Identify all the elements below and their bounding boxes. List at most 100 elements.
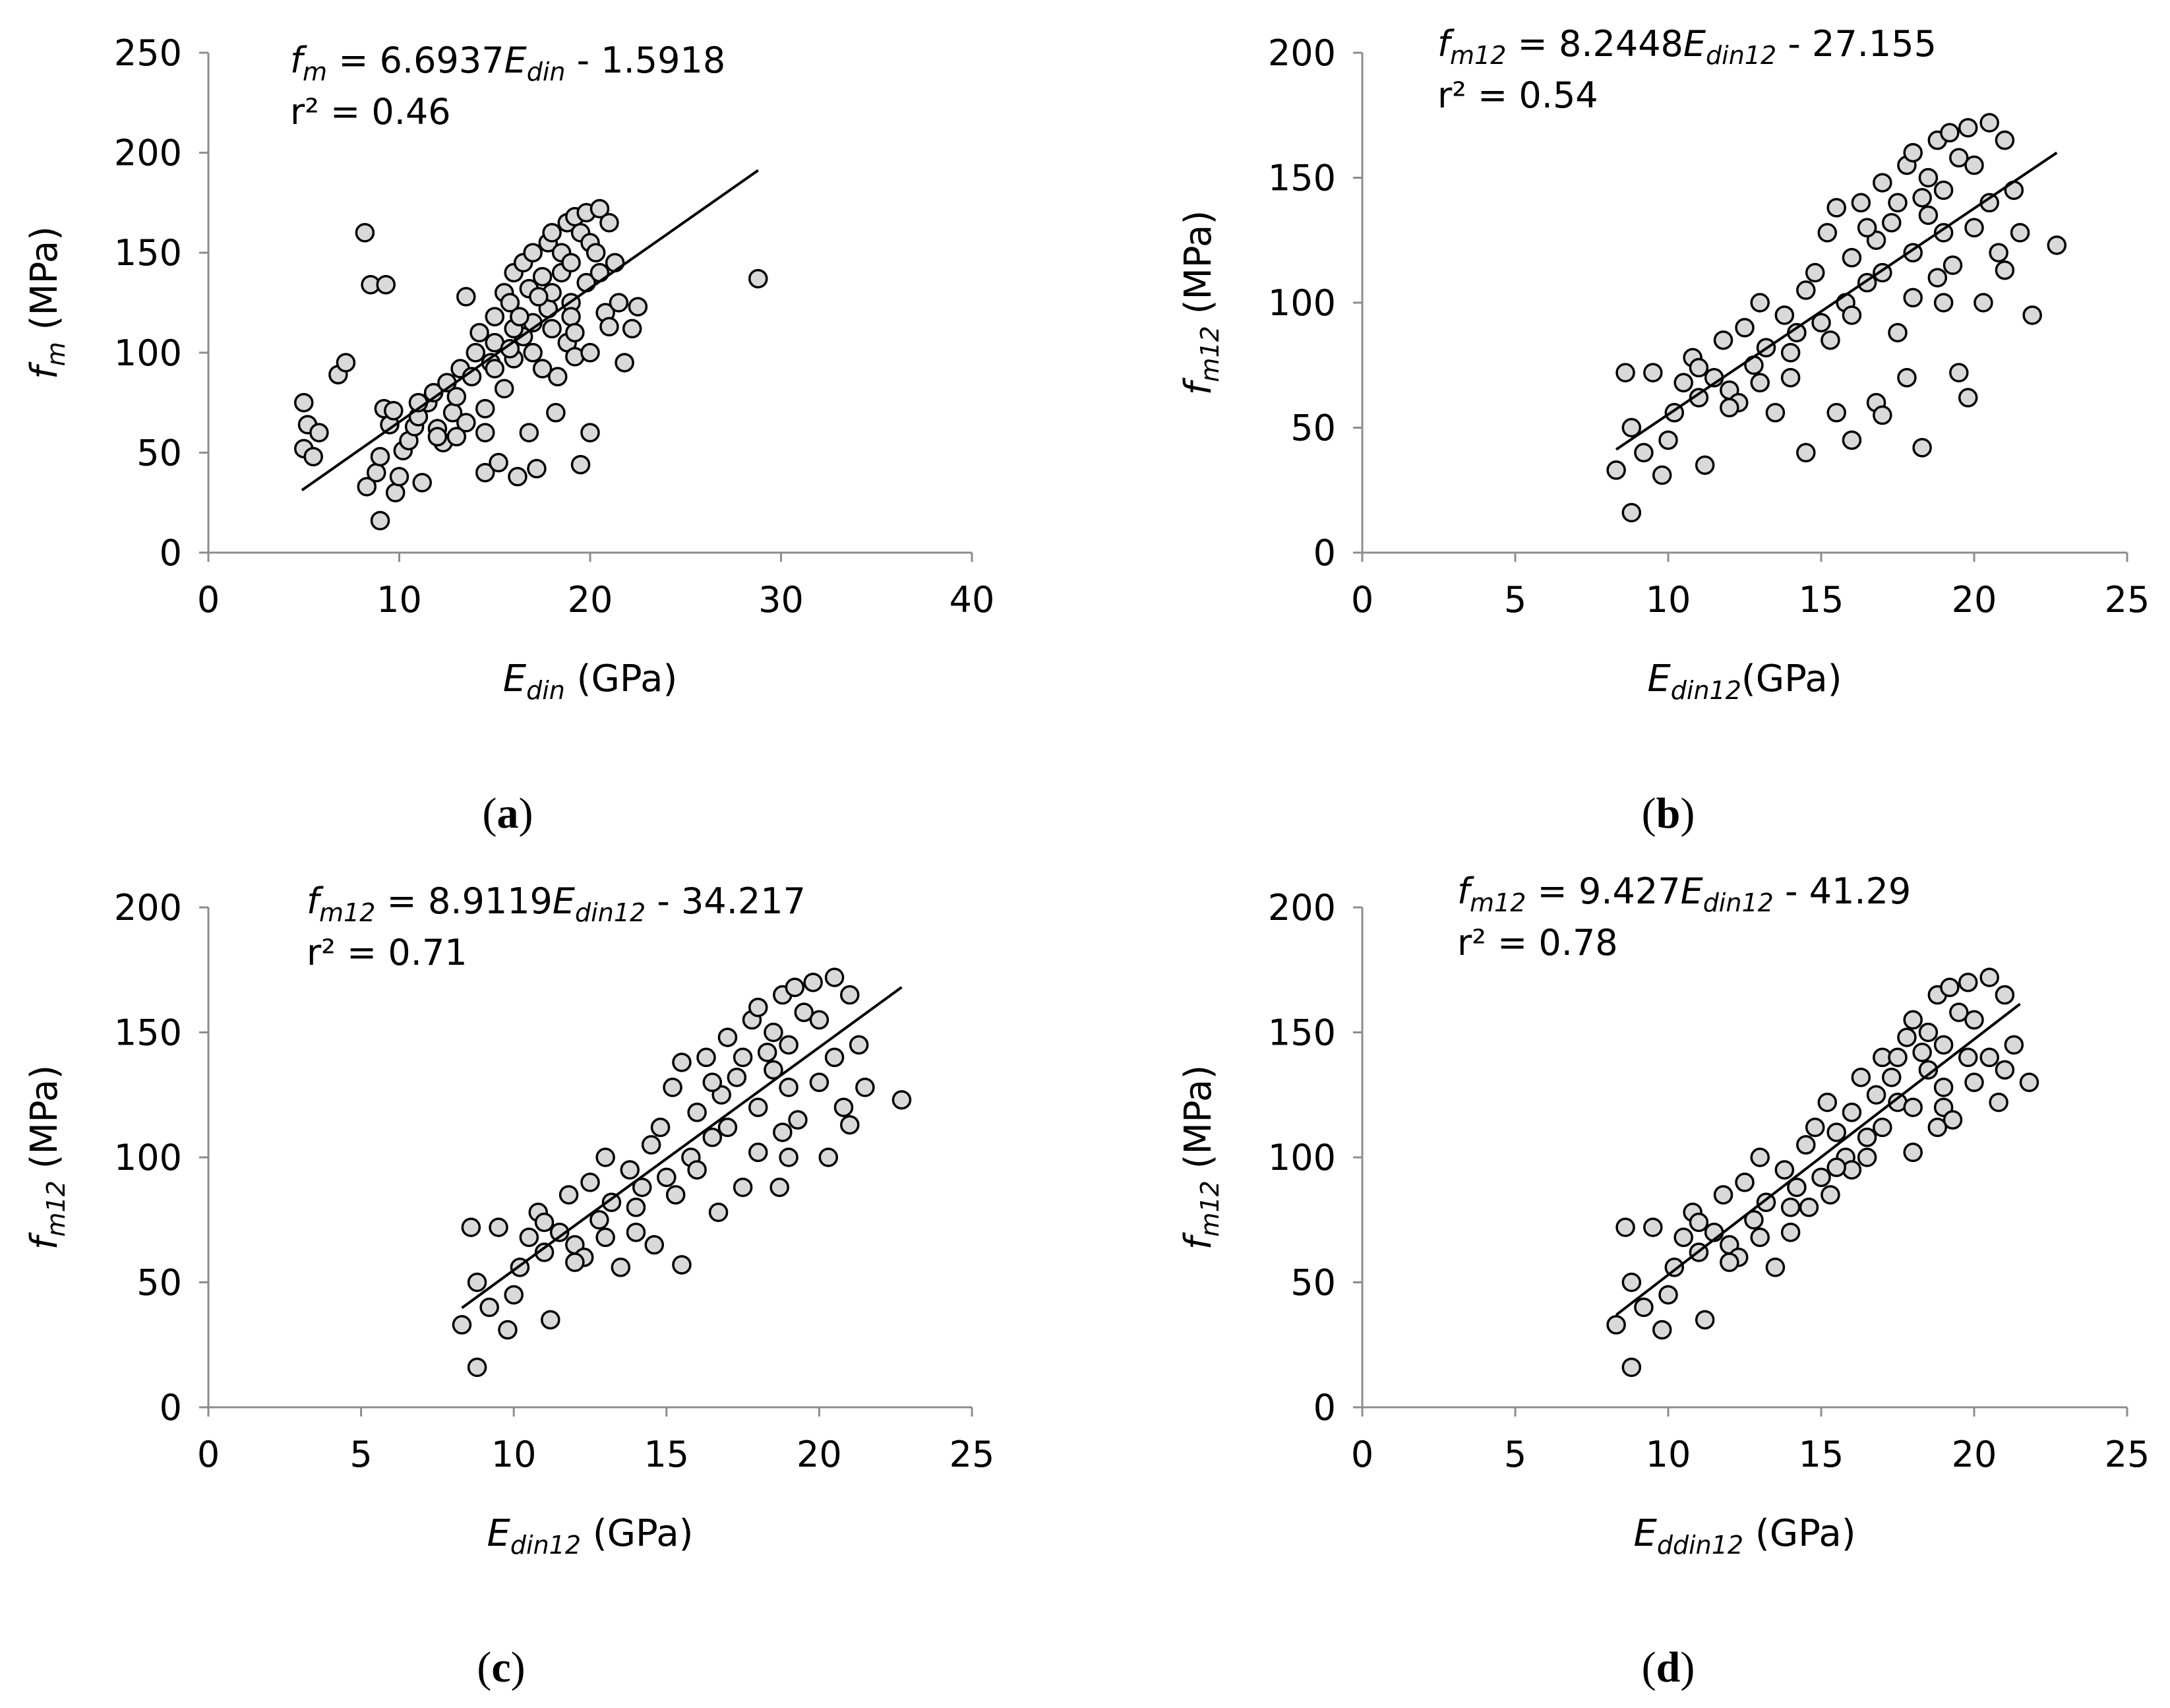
x-tick-label: 0	[1351, 1434, 1373, 1475]
data-point	[1851, 1067, 1871, 1087]
x-tick-label: 15	[1799, 579, 1844, 621]
data-point	[663, 1078, 682, 1097]
y-tick-label: 100	[114, 332, 182, 374]
x-tick-label: 20	[1952, 579, 1997, 621]
y-tick-label: 100	[114, 1137, 182, 1178]
data-point	[580, 343, 600, 363]
data-point	[2019, 1072, 2039, 1093]
data-point	[561, 253, 581, 273]
y-tick-label: 50	[1290, 408, 1336, 449]
r-squared-label: r² = 0.46	[290, 91, 451, 133]
x-tick-label: 5	[349, 1434, 372, 1475]
x-tick-label: 10	[377, 579, 422, 621]
y-tick-label: 150	[1268, 1012, 1336, 1054]
data-point	[2047, 235, 2067, 255]
data-point	[376, 274, 396, 295]
data-point	[1857, 1127, 1877, 1147]
data-point	[1720, 398, 1739, 417]
data-point	[1774, 305, 1795, 325]
data-point	[1713, 1185, 1733, 1205]
data-point	[1995, 130, 2015, 150]
data-point	[748, 1142, 768, 1163]
y-tick-label: 0	[1313, 532, 1336, 574]
data-point	[1979, 967, 1999, 987]
data-point	[2010, 223, 2030, 243]
data-point	[672, 1052, 692, 1072]
data-point	[1842, 1103, 1862, 1122]
x-tick-label: 20	[1952, 1434, 1997, 1475]
data-point	[1787, 1177, 1807, 1198]
y-tick-label: 0	[160, 1387, 182, 1428]
data-point	[1940, 977, 1960, 998]
data-point	[1842, 305, 1862, 325]
data-point	[336, 353, 356, 373]
data-point	[1918, 1060, 1939, 1080]
data-point	[519, 1227, 539, 1248]
x-tick-label: 25	[2105, 1434, 2150, 1475]
data-point	[357, 477, 377, 497]
data-point	[1964, 1010, 1984, 1030]
data-point	[641, 1135, 661, 1155]
data-point	[757, 1043, 777, 1062]
data-point	[779, 1078, 799, 1097]
panel-label: (d)	[1642, 1643, 1695, 1692]
data-point	[1888, 193, 1908, 213]
data-point	[748, 997, 768, 1018]
data-point	[773, 1122, 793, 1142]
data-point	[1933, 223, 1954, 243]
x-tick-label: 15	[1799, 1434, 1844, 1475]
data-point	[1933, 1078, 1954, 1097]
data-point	[1918, 168, 1939, 188]
data-point	[626, 1198, 646, 1217]
r-squared-label: r² = 0.71	[307, 932, 467, 973]
data-point	[626, 1222, 646, 1242]
data-point	[1606, 460, 1626, 480]
data-point	[687, 1160, 707, 1180]
data-point	[599, 212, 619, 233]
data-point	[1933, 1035, 1954, 1055]
data-point	[580, 423, 600, 442]
data-point	[1958, 388, 1978, 408]
r-squared-label: r² = 0.78	[1457, 922, 1618, 963]
data-point	[494, 379, 514, 399]
data-point	[1903, 288, 1923, 308]
data-point	[1621, 503, 1642, 523]
data-point	[785, 977, 805, 998]
data-point	[727, 1067, 747, 1087]
data-point	[1643, 1217, 1663, 1237]
data-point	[702, 1127, 723, 1147]
data-point	[1695, 455, 1715, 475]
data-point	[1964, 1072, 1984, 1093]
x-tick-label: 5	[1504, 579, 1526, 621]
data-point	[500, 338, 520, 359]
data-point	[1826, 1122, 1846, 1142]
data-point	[309, 423, 329, 442]
data-point	[498, 1320, 518, 1340]
data-point	[1842, 248, 1862, 268]
data-point	[485, 307, 504, 326]
data-point	[1979, 113, 1999, 133]
data-point	[303, 446, 323, 467]
data-point	[586, 243, 606, 262]
data-point	[479, 1297, 499, 1318]
data-point	[461, 1217, 481, 1237]
data-point	[1857, 218, 1877, 238]
data-point	[1995, 260, 2015, 280]
data-point	[534, 1212, 555, 1233]
data-point	[452, 1315, 472, 1335]
data-point	[818, 1147, 839, 1167]
data-point	[2004, 1035, 2024, 1055]
data-point	[384, 400, 404, 421]
data-point	[855, 1078, 875, 1097]
y-axis-label: fm12 (MPa)	[23, 1065, 71, 1250]
data-point	[561, 307, 581, 326]
data-point	[1964, 218, 1984, 238]
data-point	[355, 223, 375, 243]
y-axis-label: fm12 (MPa)	[1177, 1065, 1224, 1250]
data-point	[733, 1047, 753, 1068]
data-point	[1750, 293, 1770, 313]
data-point	[1995, 1060, 2015, 1080]
data-point	[1673, 373, 1693, 393]
data-point	[1750, 373, 1770, 393]
trend-line	[1615, 1002, 2021, 1316]
